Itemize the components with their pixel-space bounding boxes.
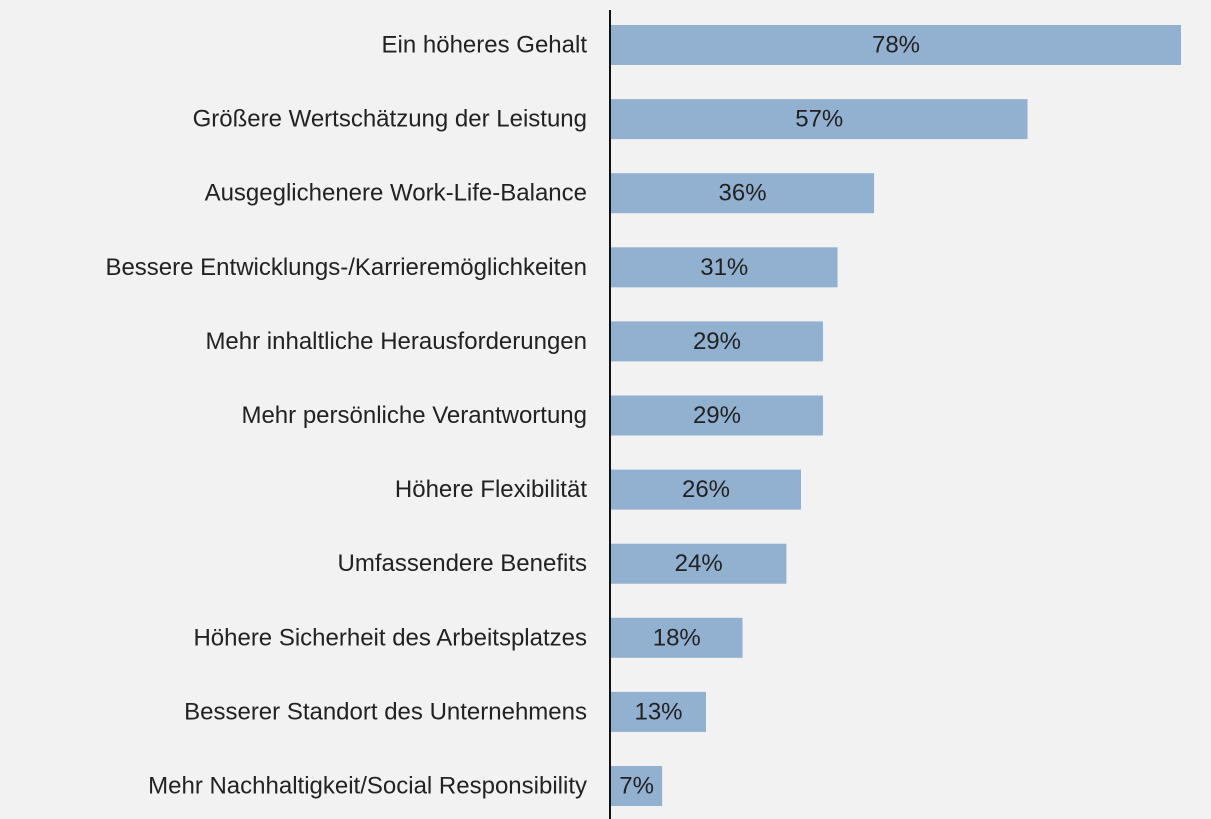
- value-label: 26%: [682, 476, 730, 503]
- category-label: Mehr inhaltliche Herausforderungen: [205, 328, 587, 355]
- category-label: Besserer Standort des Unternehmens: [184, 698, 587, 725]
- category-label: Umfassendere Benefits: [338, 550, 587, 577]
- value-label: 36%: [719, 180, 767, 207]
- category-label: Ausgeglichenere Work-Life-Balance: [205, 180, 587, 207]
- category-label: Bessere Entwicklungs-/Karrieremöglichkei…: [105, 254, 587, 281]
- bar: [611, 691, 706, 732]
- bar: [611, 617, 743, 658]
- bar: [611, 543, 787, 584]
- bar: [611, 173, 875, 214]
- value-label: 29%: [693, 402, 741, 429]
- value-label: 18%: [653, 624, 701, 651]
- value-label: 78%: [872, 32, 920, 59]
- value-label: 24%: [675, 550, 723, 577]
- category-label: Ein höheres Gehalt: [382, 32, 588, 59]
- bar: [611, 321, 823, 362]
- category-label: Höhere Flexibilität: [395, 476, 587, 503]
- bar: [611, 25, 1181, 65]
- category-label: Höhere Sicherheit des Arbeitsplatzes: [193, 624, 587, 651]
- value-label: 31%: [700, 254, 748, 281]
- category-label: Größere Wertschätzung der Leistung: [193, 106, 587, 133]
- bar: [611, 395, 823, 436]
- bar: [611, 99, 1028, 140]
- value-label: 57%: [795, 106, 843, 133]
- value-label: 7%: [619, 773, 654, 800]
- value-label: 13%: [634, 698, 682, 725]
- bar: [611, 766, 663, 806]
- bar: [611, 247, 838, 288]
- value-label: 29%: [693, 328, 741, 355]
- bar: [611, 469, 801, 510]
- category-label: Mehr Nachhaltigkeit/Social Responsibilit…: [148, 773, 587, 800]
- category-label: Mehr persönliche Verantwortung: [241, 402, 587, 429]
